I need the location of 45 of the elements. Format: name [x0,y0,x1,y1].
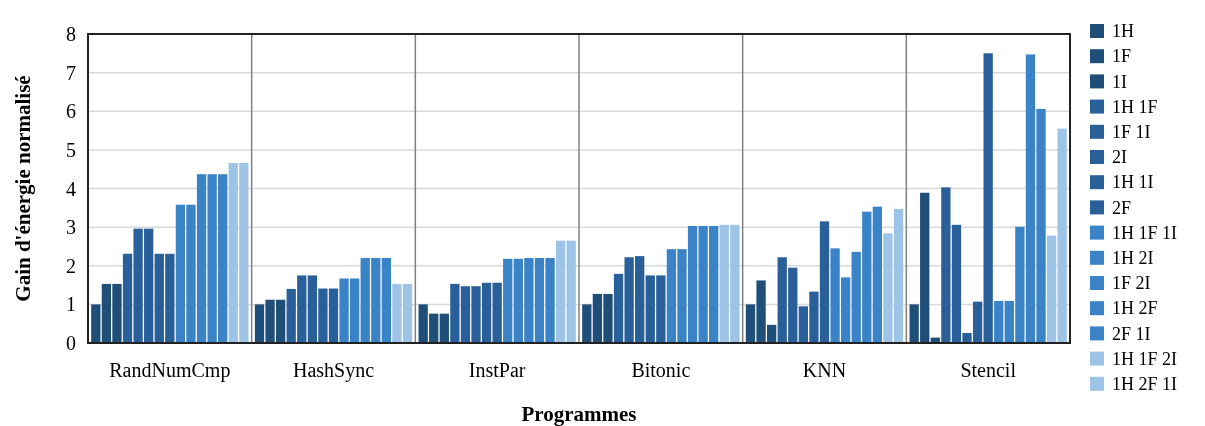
bar [381,258,392,343]
x-tick-label: Stencil [960,359,1017,381]
legend-label: 1H [1112,21,1134,42]
legend-label: 2F 1I [1112,323,1151,344]
bar [566,240,576,343]
y-tick-label: 8 [66,23,76,45]
y-tick-label: 3 [66,216,76,239]
bar [994,300,1004,343]
bar [492,282,502,343]
y-tick-label: 6 [66,100,76,123]
bar [439,313,449,343]
y-tick-label: 2 [66,254,76,277]
bar [582,304,592,343]
y-tick-label: 5 [66,138,76,161]
legend-label: 2F [1112,197,1132,218]
y-axis-title: Gain d'énergie normalisé [11,75,35,302]
bar [1057,128,1067,343]
x-tick-label: HashSync [292,359,375,382]
legend-label: 1H 2I [1112,248,1154,269]
legend-label: 1F 1I [1112,122,1151,143]
bar [555,240,566,343]
bar [91,304,101,343]
x-tick-label: RandNumCmp [109,359,231,382]
legend-label: 1H 2F 1I [1112,374,1178,395]
bar [983,53,993,343]
y-tick-label: 4 [66,177,76,200]
y-tick-label: 7 [66,61,76,84]
x-axis-title: Programmes [521,402,637,426]
legend-label: 1F 2I [1112,273,1151,294]
legend-label: 1H 1F 1I [1112,222,1178,243]
legend-label: 1I [1112,71,1127,92]
legend-label: 1F [1112,46,1132,67]
bar [1046,235,1057,343]
legend-label: 1H 2F [1112,298,1158,319]
bar [503,258,513,343]
y-tick-label: 0 [66,332,76,354]
y-tick-label: 1 [66,293,76,316]
x-tick-label: Bitonic [631,359,691,381]
legend-label: 1H 1F 2I [1112,348,1178,369]
legend-label: 1H 1I [1112,172,1154,193]
x-tick-label: InstPar [468,359,526,381]
legend-label: 2I [1112,147,1127,168]
x-tick-label: KNN [802,359,847,381]
bar [872,206,883,343]
legend-label: 1H 1F [1112,96,1158,117]
